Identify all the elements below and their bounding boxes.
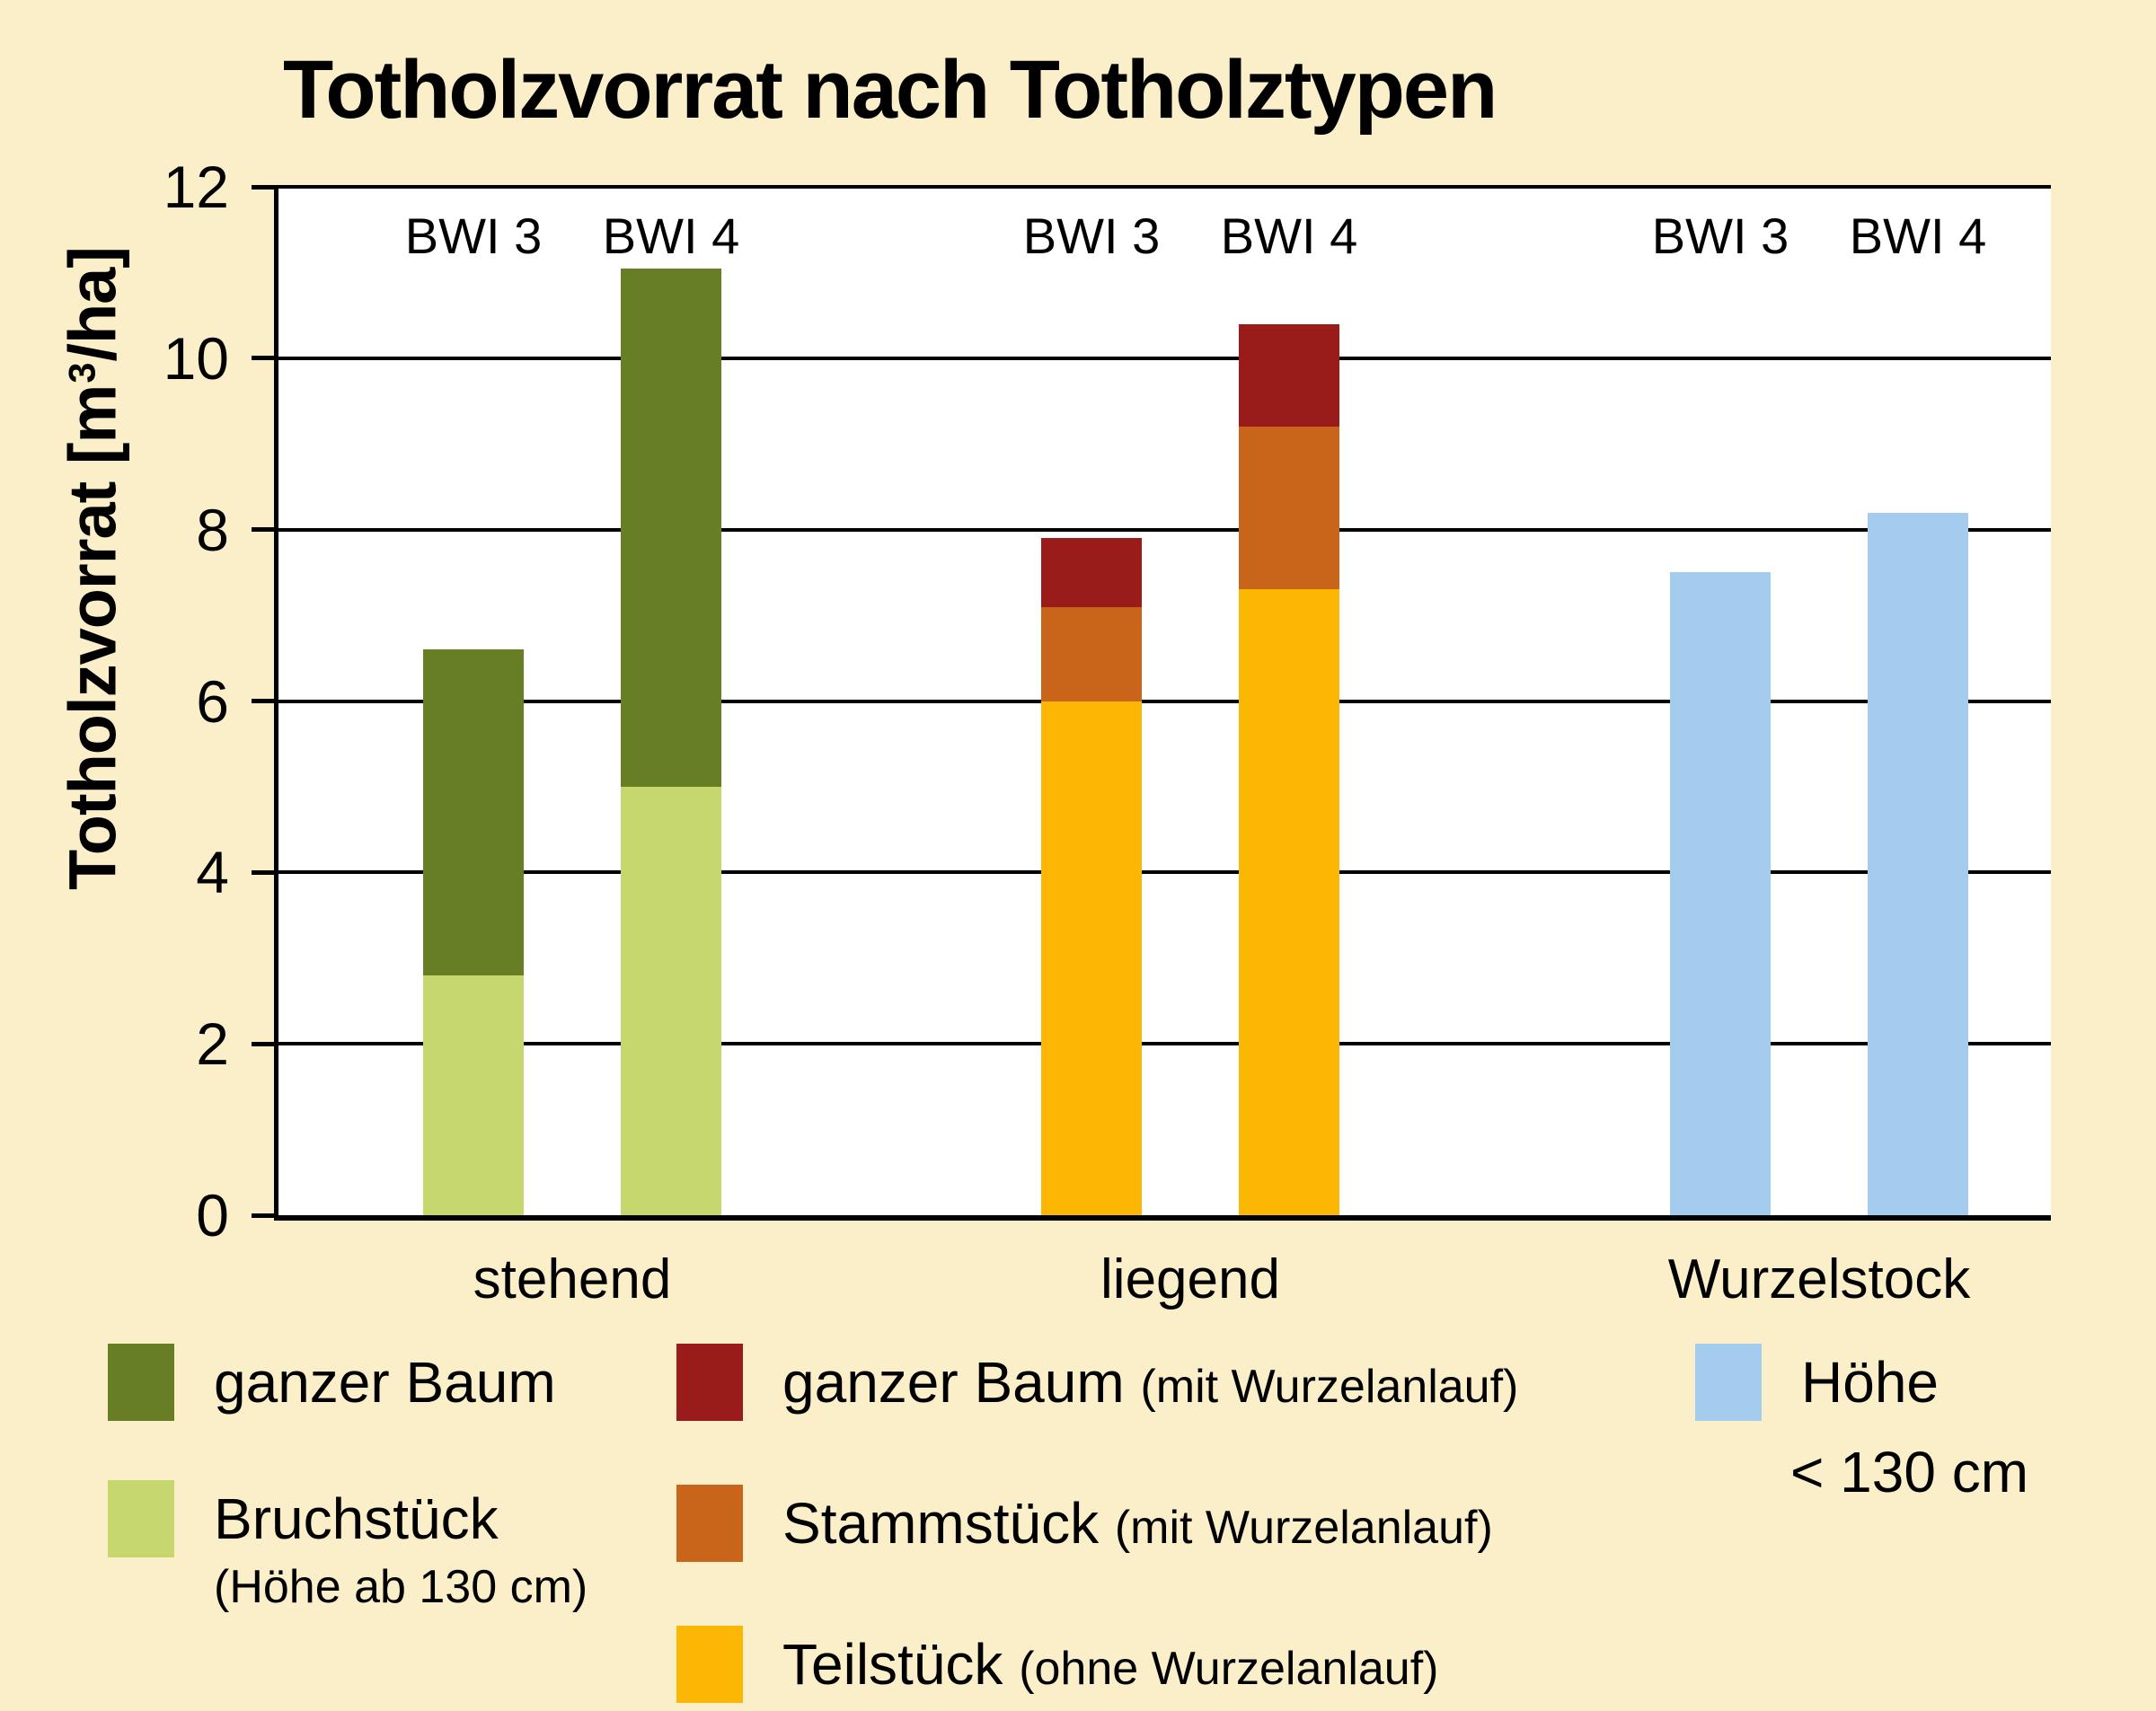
bar-segment (1670, 572, 1771, 1215)
chart-title: Totholzvorrat nach Totholztypen (283, 44, 1498, 136)
legend-item: ganzer Baum (mit Wurzelanlauf) (676, 1344, 1518, 1425)
legend-item: Höhe < 130 cm (1695, 1344, 2028, 1504)
legend-item: Stammstück (mit Wurzelanlauf) (676, 1485, 1518, 1566)
legend-swatch-teilstueck (676, 1626, 743, 1703)
bar-period-label: BWI 4 (602, 207, 740, 264)
legend-column-wurzelstock: Höhe < 130 cm (1695, 1344, 2028, 1563)
bar-segment (423, 649, 524, 975)
category-label: stehend (473, 1248, 672, 1310)
y-tick-label: 4 (196, 839, 229, 906)
legend-swatch-ganzer-baum-mit-wurzelanlauf (676, 1344, 743, 1421)
gridline (278, 699, 2051, 703)
legend-label-main: Höhe (1801, 1350, 1939, 1415)
y-tick-label: 0 (196, 1182, 229, 1248)
bar-segment (1239, 427, 1339, 590)
y-tick (252, 699, 274, 703)
legend-swatch-stammstueck (676, 1485, 743, 1562)
legend-column-liegend: ganzer Baum (mit Wurzelanlauf) Stammstüc… (676, 1344, 1518, 1711)
bar-segment (621, 786, 721, 1215)
legend-label-main: Bruchstück (214, 1486, 499, 1551)
legend-label: ganzer Baum (mit Wurzelanlauf) (782, 1344, 1518, 1425)
legend-label-main: ganzer Baum (mit Wurzelanlauf) (782, 1350, 1519, 1415)
legend-label-main: Stammstück (mit Wurzelanlauf) (782, 1491, 1493, 1556)
gridline (278, 870, 2051, 875)
bar-period-label: BWI 3 (1651, 207, 1789, 264)
gridline (278, 1042, 2051, 1046)
bar-segment (621, 268, 721, 787)
legend-label: Stammstück (mit Wurzelanlauf) (782, 1485, 1493, 1566)
legend-label-paren: (ohne Wurzelanlauf) (1019, 1643, 1439, 1695)
legend-label: Bruchstück (Höhe ab 130 cm) (214, 1480, 588, 1615)
y-tick-label: 10 (163, 324, 229, 392)
y-tick (252, 1041, 274, 1046)
legend-label: ganzer Baum (214, 1344, 556, 1421)
bar-segment (1041, 538, 1142, 607)
legend-item: Teilstück (ohne Wurzelanlauf) (676, 1626, 1518, 1707)
legend-item: ganzer Baum (108, 1344, 588, 1421)
plot-area: 0 2 4 6 8 10 12 BWI 3 BWI 4 stehend BWI 3 BWI 4 lieg… (163, 154, 2051, 1310)
legend-label-main: ganzer Baum (214, 1350, 556, 1415)
y-tick-label: 8 (196, 496, 229, 563)
bar-segment (1868, 512, 1968, 1215)
y-tick (252, 869, 274, 875)
y-tick-label: 6 (196, 667, 229, 735)
bar-period-label: BWI 4 (1849, 207, 1987, 264)
category-label: liegend (1100, 1248, 1280, 1310)
legend-item: Bruchstück (Höhe ab 130 cm) (108, 1480, 588, 1615)
y-axis-line (274, 185, 278, 1221)
bar-segment (423, 975, 524, 1215)
bar-period-label: BWI 4 (1220, 207, 1358, 264)
legend-label: Höhe < 130 cm (1790, 1344, 2028, 1504)
legend-label-paren: (mit Wurzelanlauf) (1114, 1502, 1493, 1554)
legend-label-main: Teilstück (ohne Wurzelanlauf) (782, 1632, 1439, 1697)
legend-swatch-hoehe-unter-130cm (1695, 1344, 1762, 1421)
gridline (278, 356, 2051, 360)
y-tick (252, 184, 274, 190)
legend-label: Teilstück (ohne Wurzelanlauf) (782, 1626, 1438, 1707)
bar-period-label: BWI 3 (404, 207, 543, 264)
y-axis-title-prefix: Totholzvorrat [m (55, 384, 130, 890)
legend-column-stehend: ganzer Baum Bruchstück (Höhe ab 130 cm) (108, 1344, 588, 1674)
bar-segment (1041, 606, 1142, 701)
legend-label-paren: (mit Wurzelanlauf) (1140, 1361, 1519, 1413)
y-tick-label: 2 (196, 1010, 229, 1078)
y-tick-label: 12 (163, 154, 229, 220)
gridline (278, 185, 2051, 189)
y-tick (252, 527, 274, 533)
category-label: Wurzelstock (1667, 1248, 1971, 1310)
legend-swatch-bruchstueck (108, 1480, 174, 1557)
gridline (278, 527, 2051, 532)
bar-segment (1041, 701, 1142, 1215)
bar-segment (1239, 589, 1339, 1215)
y-tick (252, 356, 274, 361)
legend-label-sub: (Höhe ab 130 cm) (214, 1561, 588, 1613)
legend-label-sub: < 130 cm (1790, 1440, 2029, 1504)
y-tick (252, 1213, 274, 1218)
legend-swatch-ganzer-baum (108, 1344, 174, 1421)
bar-segment (1239, 323, 1339, 428)
bar-period-label: BWI 3 (1022, 207, 1161, 264)
x-axis-line (274, 1215, 2051, 1221)
